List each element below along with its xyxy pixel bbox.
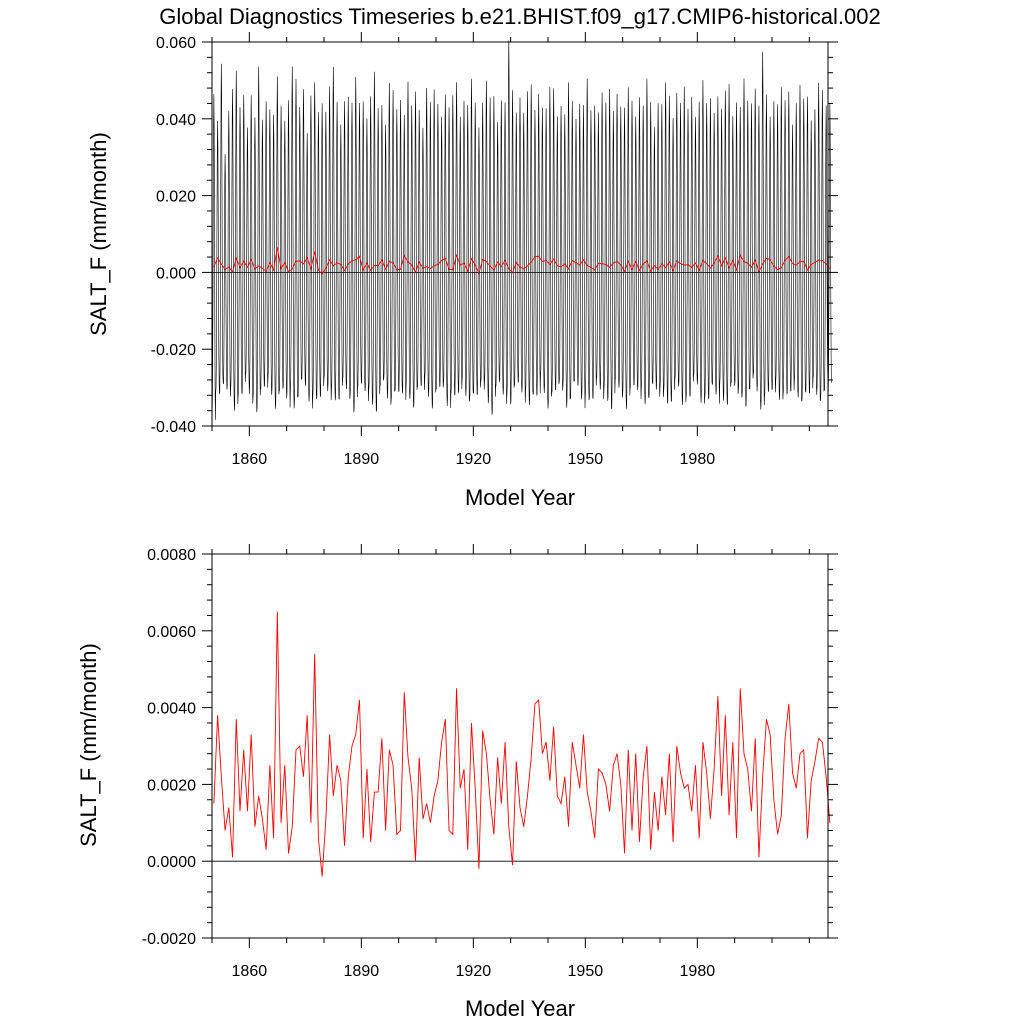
bottom-panel: 1860 1890 1920 1950 1980 -0.0020 0.0000 0.0020 0…	[76, 544, 838, 1021]
top-plot-frame	[211, 41, 829, 427]
top-panel: Global Diagnostics Timeseries b.e21.BHIS…	[86, 4, 881, 510]
top-axes-layer: 1860 1890 1920 1950 1980 -0.040 -0.020 0.000 0.0…	[151, 32, 838, 468]
bottom-y-tick-label: 0.0040	[147, 701, 196, 718]
top-annual-mean-series-line	[213, 247, 831, 275]
bottom-x-tick-label: 1890	[344, 963, 380, 980]
top-y-tick-label: -0.040	[151, 419, 196, 436]
bottom-x-tick-label: 1860	[232, 963, 268, 980]
bottom-axes-layer: 1860 1890 1920 1950 1980 -0.0020 0.0000 0.0020 0…	[142, 544, 838, 980]
top-x-tick-label: 1950	[568, 451, 604, 468]
top-y-tick-label: 0.060	[156, 35, 196, 52]
top-y-tick-label: 0.000	[156, 265, 196, 282]
bottom-y-axis-label: SALT_F (mm/month)	[76, 643, 101, 847]
top-x-tick-label: 1890	[344, 451, 380, 468]
bottom-x-tick-label: 1920	[456, 963, 492, 980]
top-y-tick-label: 0.020	[156, 189, 196, 206]
top-y-tick-label: 0.040	[156, 112, 196, 129]
top-x-tick-label: 1860	[232, 451, 268, 468]
bottom-plot-frame	[211, 553, 829, 939]
top-monthly-series-line	[211, 40, 832, 420]
bottom-annual-mean-series-line	[213, 611, 831, 877]
bottom-y-tick-label: -0.0020	[142, 931, 196, 948]
bottom-x-axis-label: Model Year	[465, 996, 575, 1021]
bottom-x-tick-label: 1950	[568, 963, 604, 980]
bottom-series-layer	[212, 611, 831, 877]
top-x-tick-label: 1980	[680, 451, 716, 468]
chart-title: Global Diagnostics Timeseries b.e21.BHIS…	[159, 4, 880, 29]
top-x-tick-label: 1920	[456, 451, 492, 468]
top-series-layer	[211, 40, 832, 420]
top-y-axis-label: SALT_F (mm/month)	[86, 132, 111, 336]
bottom-x-tick-label: 1980	[680, 963, 716, 980]
bottom-y-tick-label: 0.0000	[147, 854, 196, 871]
top-y-tick-label: -0.020	[151, 342, 196, 359]
bottom-y-tick-label: 0.0060	[147, 624, 196, 641]
bottom-y-tick-label: 0.0080	[147, 547, 196, 564]
top-x-axis-label: Model Year	[465, 485, 575, 510]
bottom-y-tick-label: 0.0020	[147, 777, 196, 794]
